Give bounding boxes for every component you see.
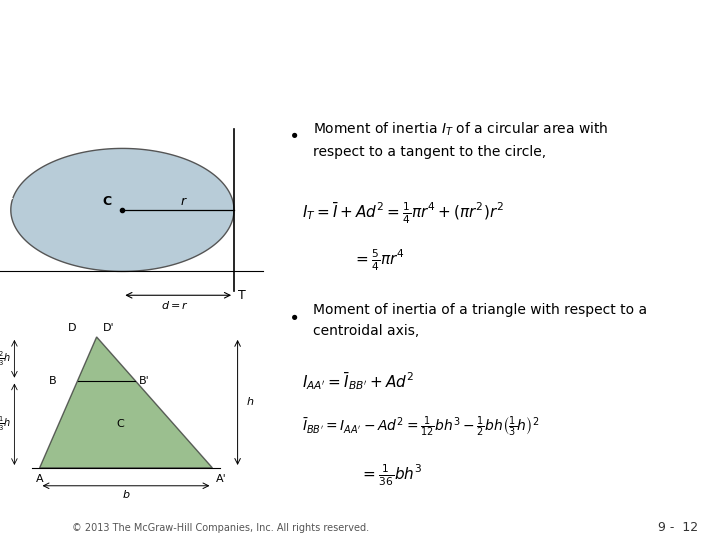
Text: ▶: ▶ <box>6 272 14 282</box>
Text: Moment of inertia of a triangle with respect to a
centroidal axis,: Moment of inertia of a triangle with res… <box>313 303 647 338</box>
Text: Parallel Axis Theorem: Parallel Axis Theorem <box>22 81 261 100</box>
Text: b: b <box>122 490 130 501</box>
Text: Vector Mechanics for Engineers: Statics: Vector Mechanics for Engineers: Statics <box>22 19 645 48</box>
Text: ▶: ▶ <box>6 233 14 242</box>
Text: Mc
Graw
Hill: Mc Graw Hill <box>15 512 35 532</box>
Polygon shape <box>40 337 212 468</box>
Text: ⌂: ⌂ <box>6 136 14 149</box>
Text: ▶: ▶ <box>6 312 14 322</box>
Text: D: D <box>68 323 76 333</box>
Text: T: T <box>238 289 246 302</box>
Text: A: A <box>36 474 44 484</box>
Text: Moment of inertia $I_T$ of a circular area with
respect to a tangent to the circ: Moment of inertia $I_T$ of a circular ar… <box>313 120 609 159</box>
Text: $d=\frac{1}{3}h$: $d=\frac{1}{3}h$ <box>0 415 11 434</box>
Text: h: h <box>246 397 253 407</box>
Text: $I_{AA^{\prime}} = \bar{I}_{BB^{\prime}} + Ad^2$: $I_{AA^{\prime}} = \bar{I}_{BB^{\prime}}… <box>302 370 415 393</box>
Polygon shape <box>11 148 234 272</box>
Text: r: r <box>181 195 186 208</box>
Text: C: C <box>102 195 112 208</box>
Text: $\bullet$: $\bullet$ <box>288 125 298 143</box>
Text: $\bullet$: $\bullet$ <box>288 307 298 325</box>
Text: B: B <box>49 376 56 386</box>
Text: $I_T = \bar{I} + Ad^2 = \frac{1}{4}\pi r^4 + \left(\pi r^2\right)r^2$: $I_T = \bar{I} + Ad^2 = \frac{1}{4}\pi r… <box>302 200 504 226</box>
Text: ▶: ▶ <box>6 193 14 203</box>
Text: B': B' <box>139 376 150 386</box>
Text: A': A' <box>216 474 227 484</box>
Text: $d = r$: $d = r$ <box>161 299 189 311</box>
Text: C: C <box>116 419 124 429</box>
Text: $= \frac{5}{4}\pi r^4$: $= \frac{5}{4}\pi r^4$ <box>353 248 405 273</box>
Text: 9 -  12: 9 - 12 <box>658 521 698 534</box>
Text: $d'=\frac{2}{3}h$: $d'=\frac{2}{3}h$ <box>0 349 11 368</box>
Text: © 2013 The McGraw-Hill Companies, Inc. All rights reserved.: © 2013 The McGraw-Hill Companies, Inc. A… <box>72 523 369 532</box>
Text: $\bar{I}_{BB^{\prime}} = I_{AA^{\prime}} - Ad^2 = \frac{1}{12}bh^3 - \frac{1}{2}: $\bar{I}_{BB^{\prime}} = I_{AA^{\prime}}… <box>302 414 540 438</box>
Text: D': D' <box>102 323 114 333</box>
Text: $= \frac{1}{36}bh^3$: $= \frac{1}{36}bh^3$ <box>360 462 423 488</box>
Text: Tenth
Edition: Tenth Edition <box>0 12 24 25</box>
